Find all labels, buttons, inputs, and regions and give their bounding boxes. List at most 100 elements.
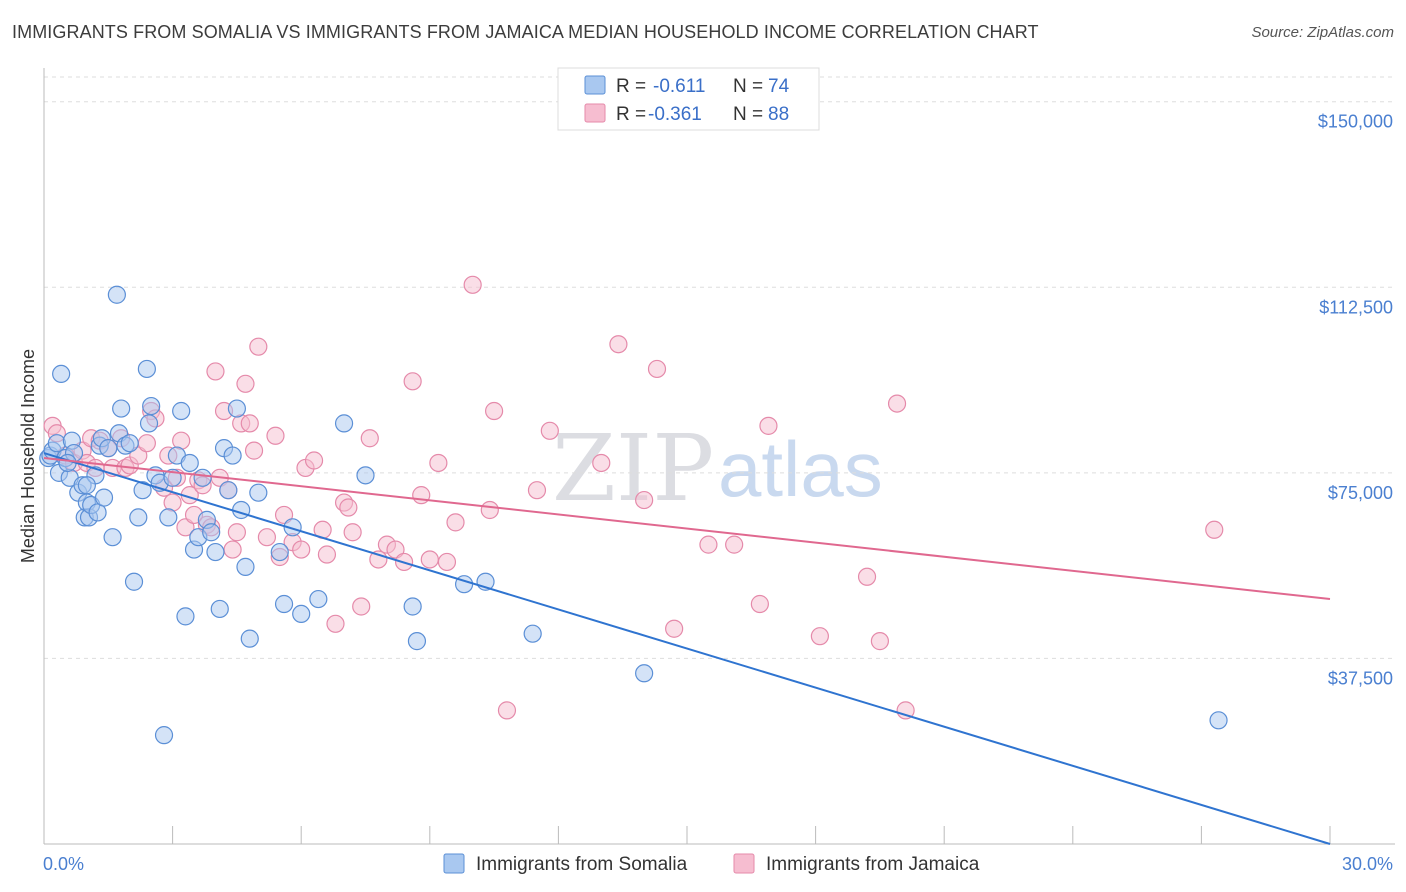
- legend-n-value: 74: [768, 76, 790, 97]
- jamaica-point: [635, 490, 654, 510]
- chart-title: IMMIGRANTS FROM SOMALIA VS IMMIGRANTS FR…: [12, 22, 1039, 42]
- jamaica-point: [429, 453, 448, 473]
- jamaica-point: [343, 523, 362, 542]
- stats-legend: R = -0.611 N = 74 R = -0.361 N = 88: [557, 67, 820, 131]
- somalia-point: [249, 483, 268, 502]
- jamaica-point: [274, 505, 294, 525]
- somalia-point: [133, 481, 152, 500]
- legend-swatch-somalia: [584, 75, 606, 95]
- somalia-point: [523, 624, 542, 643]
- somalia-point: [309, 589, 328, 609]
- bottom-legend-swatch-somalia: [443, 853, 465, 874]
- jamaica-point: [759, 416, 778, 435]
- y-tick-label: $75,000: [1328, 483, 1393, 503]
- somalia-points: [39, 285, 1228, 745]
- bottom-legend-label-somalia: Immigrants from Somalia: [476, 854, 688, 875]
- y-tick-labels: $37,500 $75,000 $112,500 $150,000: [1318, 112, 1393, 689]
- somalia-point: [120, 434, 139, 453]
- somalia-point: [94, 488, 114, 507]
- legend-n-label: N =: [733, 104, 763, 125]
- somalia-point: [274, 594, 294, 614]
- jamaica-point: [887, 394, 907, 413]
- somalia-point: [107, 285, 126, 304]
- somalia-point: [283, 518, 302, 537]
- jamaica-point: [304, 451, 324, 470]
- jamaica-point: [236, 374, 255, 393]
- somalia-point: [223, 446, 242, 465]
- jamaica-point: [249, 337, 268, 356]
- jamaica-point: [857, 567, 877, 586]
- jamaica-point: [137, 434, 156, 453]
- somalia-point: [356, 466, 375, 485]
- jamaica-point: [1205, 520, 1224, 539]
- jamaica-point: [750, 594, 769, 614]
- somalia-point: [232, 500, 251, 520]
- legend-r-label: R =: [616, 76, 646, 97]
- jamaica-point: [129, 446, 148, 465]
- y-tick-label: $112,500: [1319, 297, 1393, 317]
- jamaica-point: [206, 362, 225, 381]
- somalia-point: [202, 523, 221, 542]
- series-legend: Immigrants from Somalia Immigrants from …: [443, 853, 980, 875]
- somalia-point: [206, 542, 225, 562]
- y-axis-label: Median Household Income: [18, 349, 38, 563]
- somalia-point: [270, 542, 289, 562]
- legend-r-label: R =: [616, 104, 646, 125]
- legend-n-label: N =: [733, 76, 763, 97]
- jamaica-point: [403, 372, 422, 391]
- jamaica-point: [592, 453, 611, 473]
- somalia-point: [99, 439, 118, 458]
- jamaica-point: [699, 535, 718, 554]
- jamaica-point: [485, 401, 504, 421]
- somalia-point: [180, 453, 199, 473]
- legend-r-value: -0.361: [648, 104, 702, 125]
- bottom-legend-label-jamaica: Immigrants from Jamaica: [766, 854, 980, 875]
- somalia-point: [176, 607, 195, 626]
- somalia-point: [292, 604, 311, 624]
- somalia-point: [112, 399, 131, 418]
- somalia-point: [240, 629, 259, 648]
- somalia-point: [210, 599, 229, 619]
- watermark: ZIP atlas: [552, 415, 883, 522]
- jamaica-point: [240, 414, 259, 433]
- jamaica-point: [360, 429, 379, 448]
- legend-swatch-jamaica: [584, 103, 606, 123]
- jamaica-point: [176, 518, 195, 537]
- jamaica-point: [266, 426, 285, 445]
- bottom-legend-swatch-jamaica: [733, 853, 755, 874]
- jamaica-point: [527, 481, 547, 500]
- jamaica-point: [326, 614, 345, 633]
- somalia-point: [129, 508, 148, 527]
- jamaica-point: [223, 540, 242, 559]
- jamaica-point: [420, 550, 439, 569]
- somalia-point: [172, 401, 191, 421]
- somalia-point: [227, 399, 246, 418]
- somalia-point: [77, 476, 96, 495]
- jamaica-point: [257, 528, 277, 547]
- watermark-atlas: atlas: [718, 425, 883, 513]
- somalia-point: [403, 597, 422, 616]
- somalia-trend-line: [43, 452, 1331, 845]
- somalia-point: [137, 359, 156, 379]
- somalia-point: [139, 414, 159, 433]
- somalia-point: [236, 557, 255, 576]
- somalia-point: [1209, 711, 1228, 730]
- somalia-point: [124, 572, 144, 591]
- jamaica-point: [386, 540, 405, 559]
- jamaica-point: [810, 627, 829, 646]
- jamaica-point: [227, 523, 246, 542]
- somalia-point: [103, 528, 122, 547]
- somalia-point: [142, 396, 161, 416]
- jamaica-point: [665, 619, 684, 638]
- jamaica-point: [339, 498, 358, 517]
- somalia-point: [52, 364, 71, 384]
- jamaica-point: [609, 335, 628, 354]
- jamaica-point: [480, 500, 499, 520]
- jamaica-point: [497, 701, 517, 720]
- jamaica-point: [317, 545, 337, 564]
- somalia-point: [407, 632, 427, 651]
- watermark-zip: ZIP: [552, 415, 714, 522]
- somalia-point: [219, 481, 238, 500]
- jamaica-point: [292, 540, 311, 559]
